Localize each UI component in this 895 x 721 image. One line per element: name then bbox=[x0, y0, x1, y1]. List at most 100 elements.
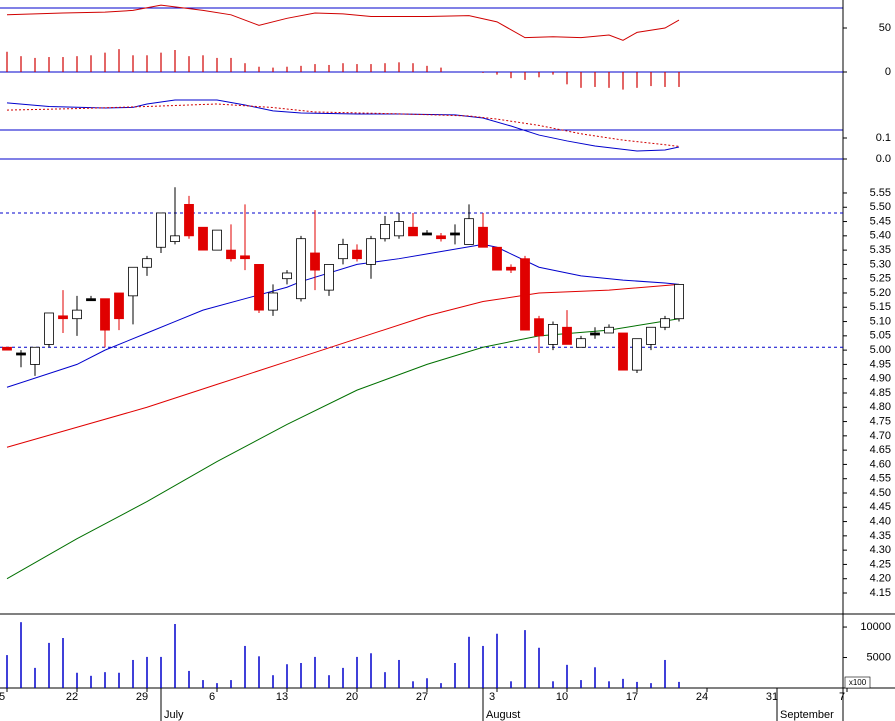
candle-body bbox=[380, 224, 390, 240]
candle-body bbox=[324, 264, 334, 291]
y-tick-label: 4.30 bbox=[870, 544, 891, 556]
candle-body bbox=[576, 338, 586, 348]
y-tick-label: 5.15 bbox=[870, 301, 891, 313]
x-tick-label: 20 bbox=[346, 691, 358, 703]
y-tick-label: 4.40 bbox=[870, 515, 891, 527]
y-tick-label: 4.95 bbox=[870, 358, 891, 370]
candle-body bbox=[492, 246, 502, 271]
x-tick-label: 10 bbox=[556, 691, 568, 703]
y-tick-label: 5.50 bbox=[870, 201, 891, 213]
y-tick-label: 4.45 bbox=[870, 501, 891, 513]
x-tick-label: 24 bbox=[696, 691, 708, 703]
candle-body bbox=[660, 318, 670, 328]
indicator-line bbox=[6, 99, 680, 152]
y-tick-label: 5.45 bbox=[870, 215, 891, 227]
candle-body bbox=[632, 338, 642, 371]
candle-body bbox=[674, 284, 684, 320]
candle-body bbox=[86, 298, 96, 302]
candle-body bbox=[562, 326, 572, 345]
y-tick-label: 50 bbox=[879, 22, 891, 34]
candle-body bbox=[450, 232, 460, 236]
candle-body bbox=[366, 238, 376, 265]
candle-body bbox=[72, 309, 82, 320]
x-tick-label: 3 bbox=[489, 691, 495, 703]
candle-body bbox=[16, 352, 26, 356]
candle-body bbox=[282, 272, 292, 280]
y-tick-label: 5.05 bbox=[870, 330, 891, 342]
candle-body bbox=[422, 232, 432, 236]
candle-body bbox=[156, 212, 166, 248]
candle-body bbox=[464, 218, 474, 245]
y-tick-label: 4.80 bbox=[870, 401, 891, 413]
candle-body bbox=[142, 258, 152, 268]
y-tick-label: 5000 bbox=[867, 651, 891, 663]
y-tick-label: 10000 bbox=[860, 621, 891, 633]
candle-body bbox=[44, 312, 54, 345]
candle-body bbox=[198, 226, 208, 251]
y-tick-label: 5.25 bbox=[870, 273, 891, 285]
x-tick-label: 7 bbox=[839, 691, 845, 703]
candle-body bbox=[296, 238, 306, 300]
y-tick-label: 4.50 bbox=[870, 487, 891, 499]
y-tick-label: 4.90 bbox=[870, 373, 891, 385]
y-tick-label: 5.35 bbox=[870, 244, 891, 256]
candle-body bbox=[604, 326, 614, 334]
candle-body bbox=[226, 249, 236, 260]
candle-body bbox=[58, 315, 68, 320]
y-tick-label: 4.65 bbox=[870, 444, 891, 456]
y-tick-label: 0.1 bbox=[876, 132, 891, 144]
candle-body bbox=[254, 264, 264, 311]
y-tick-label: 4.20 bbox=[870, 573, 891, 585]
month-label: September bbox=[780, 709, 834, 721]
x-tick-label: 22 bbox=[66, 691, 78, 703]
candle-body bbox=[436, 235, 446, 240]
x-tick-label: 6 bbox=[209, 691, 215, 703]
y-tick-label: 4.55 bbox=[870, 473, 891, 485]
candle-body bbox=[646, 326, 656, 345]
candle-body bbox=[170, 235, 180, 242]
x-tick-label: 13 bbox=[276, 691, 288, 703]
y-tick-label: 0.0 bbox=[876, 153, 891, 165]
y-tick-label: 5.20 bbox=[870, 287, 891, 299]
y-tick-label: 4.15 bbox=[870, 587, 891, 599]
month-label: July bbox=[164, 709, 184, 721]
candle-body bbox=[30, 346, 40, 365]
candle-body bbox=[394, 221, 404, 237]
x-tick-label: 27 bbox=[416, 691, 428, 703]
y-tick-label: 5.40 bbox=[870, 230, 891, 242]
candle-body bbox=[2, 346, 12, 351]
candle-body bbox=[310, 252, 320, 271]
x-tick-label: 29 bbox=[136, 691, 148, 703]
x-tick-label: 5 bbox=[0, 691, 5, 703]
y-tick-label: 0 bbox=[885, 66, 891, 78]
x-tick-label: 31 bbox=[766, 691, 778, 703]
candle-body bbox=[114, 292, 124, 320]
y-tick-label: 5.30 bbox=[870, 258, 891, 270]
y-tick-label: 5.00 bbox=[870, 344, 891, 356]
indicator-line bbox=[6, 4, 680, 41]
candle-body bbox=[100, 298, 110, 331]
y-tick-label: 4.85 bbox=[870, 387, 891, 399]
y-tick-label: 4.75 bbox=[870, 415, 891, 427]
candle-body bbox=[478, 226, 488, 248]
candle-body bbox=[548, 324, 558, 345]
candle-body bbox=[212, 229, 222, 251]
candle-body bbox=[534, 318, 544, 337]
month-label: August bbox=[486, 709, 520, 721]
unit-box bbox=[844, 676, 871, 689]
candle-body bbox=[590, 332, 600, 336]
candle-body bbox=[338, 244, 348, 260]
candle-body bbox=[520, 258, 530, 331]
y-tick-label: 4.60 bbox=[870, 458, 891, 470]
y-tick-label: 4.35 bbox=[870, 530, 891, 542]
y-tick-label: 4.70 bbox=[870, 430, 891, 442]
y-tick-label: 5.55 bbox=[870, 187, 891, 199]
candle-body bbox=[408, 226, 418, 237]
candle-body bbox=[618, 332, 628, 371]
candle-body bbox=[128, 266, 138, 297]
candle-body bbox=[268, 292, 278, 311]
unit-label: x100 bbox=[849, 678, 867, 687]
candle-body bbox=[506, 266, 516, 271]
